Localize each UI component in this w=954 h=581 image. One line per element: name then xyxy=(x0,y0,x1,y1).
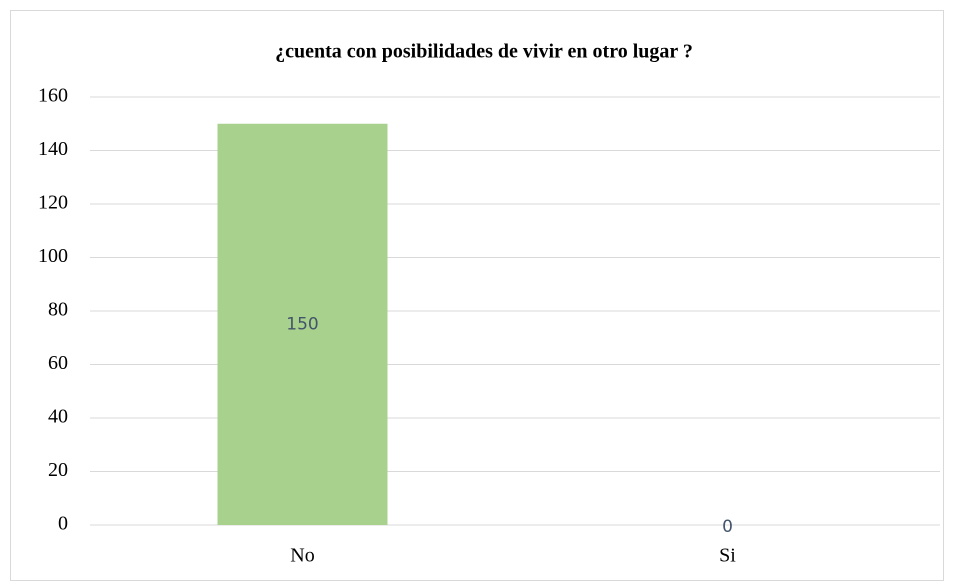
chart-frame xyxy=(10,10,944,581)
x-tick-label: Si xyxy=(719,545,736,567)
data-label: 150 xyxy=(286,314,318,334)
y-tick-label: 140 xyxy=(38,138,68,160)
y-tick-label: 120 xyxy=(38,192,68,214)
y-tick-label: 80 xyxy=(48,299,68,321)
bar xyxy=(217,123,388,525)
x-tick-label: No xyxy=(290,545,314,567)
y-tick-label: 20 xyxy=(48,459,68,481)
y-tick-label: 60 xyxy=(48,352,68,374)
chart-title: ¿cuenta con posibilidades de vivir en ot… xyxy=(275,41,693,63)
y-tick-label: 160 xyxy=(38,85,68,107)
y-tick-label: 100 xyxy=(38,245,68,267)
y-tick-label: 40 xyxy=(48,406,68,428)
data-label: 0 xyxy=(722,517,733,537)
y-tick-label: 0 xyxy=(58,513,68,535)
